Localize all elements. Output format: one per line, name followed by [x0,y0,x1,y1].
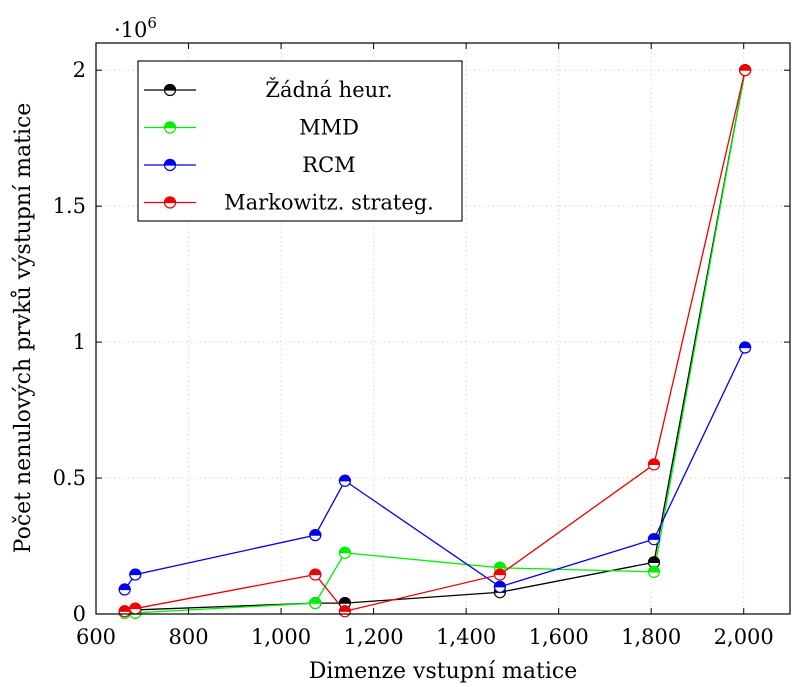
x-tick-label: 2,000 [714,625,774,649]
data-point-marker [309,568,322,581]
legend-marker [163,121,177,134]
y-tick-label: 2 [73,58,86,82]
x-tick-label: 1,400 [436,625,496,649]
data-point-marker [118,605,131,618]
data-point-marker [338,546,352,559]
data-point-marker [129,568,142,581]
legend: Žádná heur. MMD RCM Markowitz. strateg. [137,60,463,222]
legend-label: RCM [302,153,355,177]
x-tick-label: 1,600 [529,625,589,649]
x-tick-label: 800 [168,625,208,649]
tick-marks [95,43,790,615]
legend-label: MMD [299,116,359,140]
legend-label: Žádná heur. [265,78,392,102]
x-tick-label: 1,200 [344,625,404,649]
y-tick-label: 0.5 [53,466,86,490]
series-layer [118,64,752,620]
data-point-marker [647,565,661,578]
data-point-marker [309,597,322,610]
data-point-marker [118,583,131,596]
plot-frame [95,42,791,615]
x-tick-label: 1,000 [251,625,311,649]
legend-entry: MMD [144,116,359,140]
legend-entry: RCM [144,153,356,177]
legend-entry: Markowitz. strateg. [144,191,434,215]
legend-entry: Žádná heur. [144,78,393,102]
x-axis-title: Dimenze vstupní matice [309,659,578,684]
series-markers [118,341,752,596]
x-tick-label: 600 [76,625,116,649]
legend-marker [163,83,177,97]
data-point-marker [493,580,507,593]
legend-marker [163,196,177,209]
x-tick-labels: 600 800 1,000 1,200 1,400 1,600 1,800 2,000 [76,625,774,649]
series-markers [118,64,752,618]
legend-box [137,60,463,222]
legend-label: Markowitz. strateg. [224,191,434,215]
y-tick-label: 1 [73,330,86,354]
data-point-marker [739,64,752,77]
data-point-marker [493,568,507,581]
y-axis-title: Počet nenulových prvků výstupní matice [9,103,36,554]
data-point-marker [129,602,142,615]
y-axis-multiplier: ·106 [114,14,157,42]
data-point-marker [647,533,661,546]
data-point-marker [309,529,322,542]
data-point-marker [338,605,352,618]
data-point-marker [739,341,752,354]
legend-marker [163,158,177,172]
y-tick-labels: 0 0.5 1 1.5 2 [53,58,86,626]
data-point-marker [338,474,352,487]
x-tick-label: 1,800 [621,625,681,649]
y-tick-label: 1.5 [53,194,86,218]
y-tick-label: 0 [73,602,86,626]
data-point-marker [647,458,661,471]
